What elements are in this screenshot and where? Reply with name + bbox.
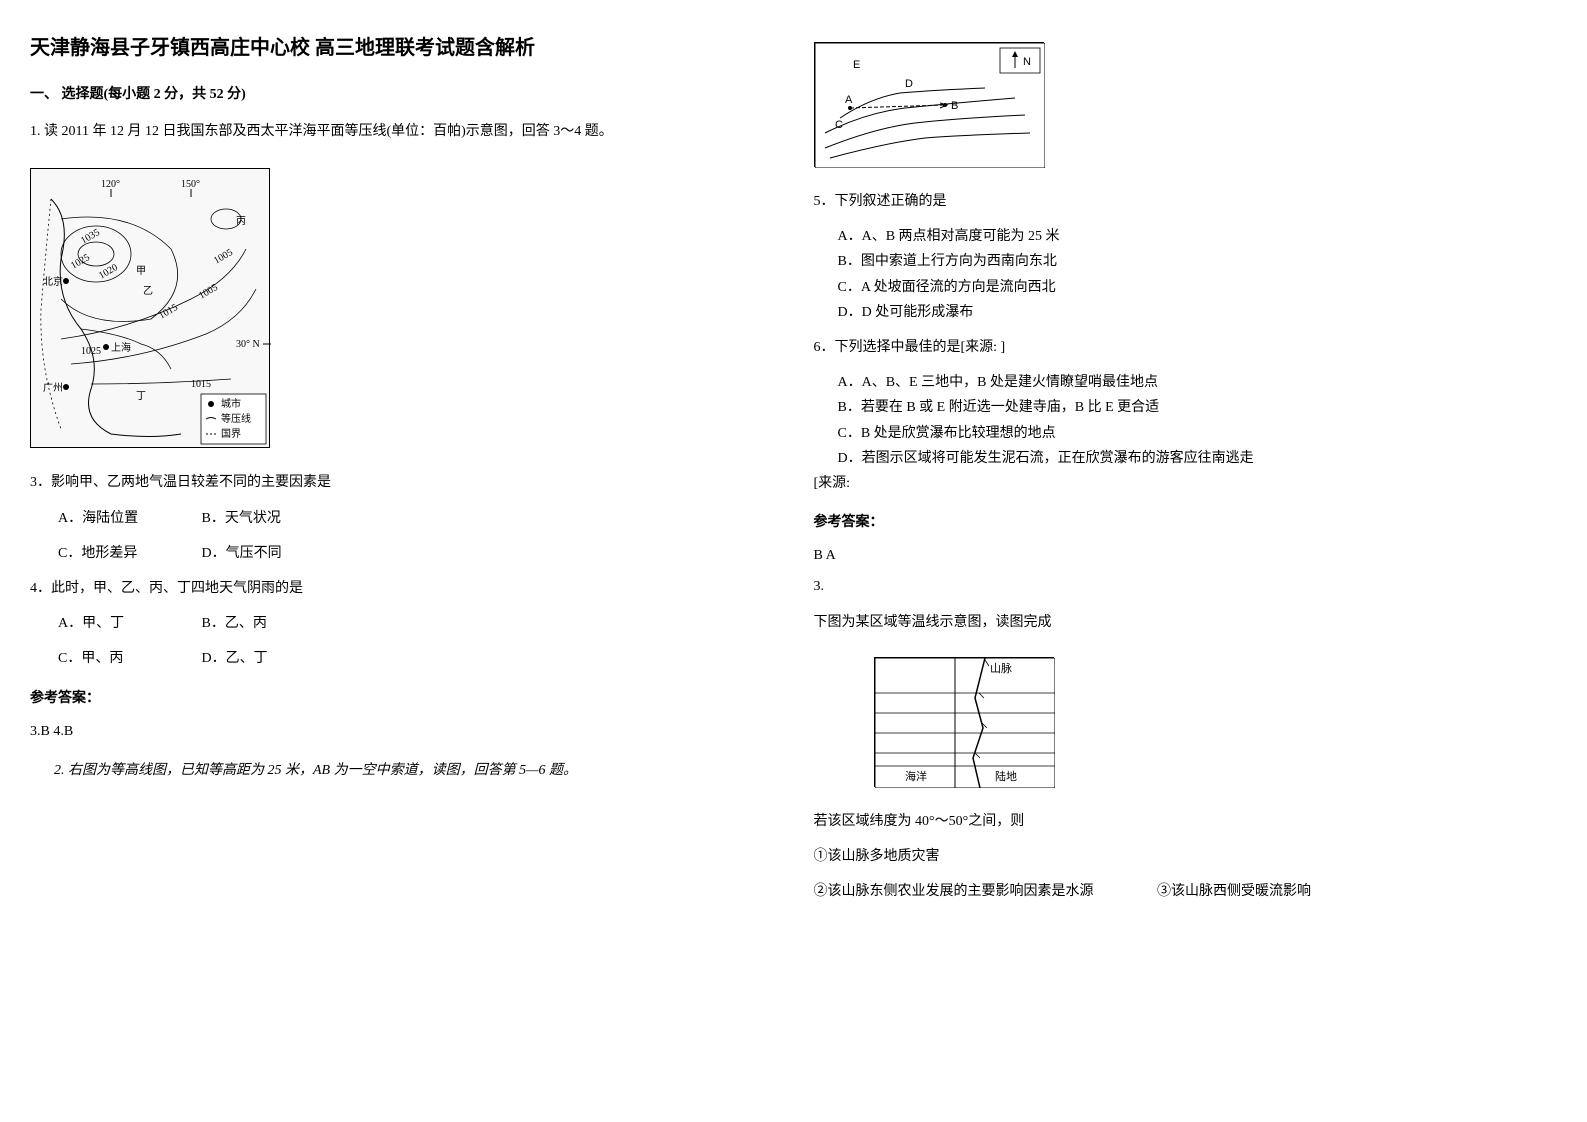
q4-opt-b: B．乙、丙 bbox=[202, 611, 342, 636]
svg-text:乙: 乙 bbox=[143, 285, 153, 297]
svg-text:1020: 1020 bbox=[97, 262, 120, 282]
svg-text:C: C bbox=[835, 119, 843, 131]
svg-text:丁: 丁 bbox=[136, 391, 146, 402]
svg-text:E: E bbox=[853, 59, 860, 71]
svg-text:150°: 150° bbox=[181, 179, 200, 190]
answer-56: B A bbox=[814, 543, 1558, 568]
figure-isotherm-map: 山脉 海洋 陆地 bbox=[874, 657, 1054, 787]
svg-text:海洋: 海洋 bbox=[905, 769, 927, 783]
left-column: 天津静海县子牙镇西高庄中心校 高三地理联考试题含解析 一、 选择题(每小题 2 … bbox=[30, 30, 774, 914]
q3b-stem: 下图为某区域等温线示意图，读图完成 bbox=[814, 610, 1558, 635]
svg-text:北京: 北京 bbox=[43, 275, 63, 288]
q3-opt-b: B．天气状况 bbox=[202, 506, 342, 531]
q5-opt-a: A．A、B 两点相对高度可能为 25 米 bbox=[814, 224, 1558, 249]
svg-text:甲: 甲 bbox=[136, 266, 146, 277]
q3-stem: 3．影响甲、乙两地气温日较差不同的主要因素是 bbox=[30, 470, 774, 495]
q3b-num: 3. bbox=[814, 574, 1558, 599]
exam-title: 天津静海县子牙镇西高庄中心校 高三地理联考试题含解析 bbox=[30, 30, 774, 66]
svg-text:1005: 1005 bbox=[197, 282, 220, 302]
figure-contour-map: N A B C D E bbox=[814, 42, 1044, 167]
q4-opt-c: C．甲、丙 bbox=[58, 646, 198, 671]
svg-text:30° N: 30° N bbox=[236, 339, 260, 350]
q3-opt-a: A．海陆位置 bbox=[58, 506, 198, 531]
q6-opt-b: B．若要在 B 或 E 附近选一处建寺庙，B 比 E 更合适 bbox=[814, 395, 1558, 420]
svg-text:N: N bbox=[1023, 56, 1031, 68]
q3b-s1: ①该山脉多地质灾害 bbox=[814, 844, 1558, 869]
svg-text:1015: 1015 bbox=[191, 379, 211, 390]
svg-text:1015: 1015 bbox=[157, 302, 180, 322]
q4-opt-d: D．乙、丁 bbox=[202, 646, 342, 671]
q4-stem: 4．此时，甲、乙、丙、丁四地天气阴雨的是 bbox=[30, 576, 774, 601]
svg-text:等压线: 等压线 bbox=[221, 412, 251, 425]
svg-text:1005: 1005 bbox=[212, 247, 235, 267]
q3-opt-c: C．地形差异 bbox=[58, 541, 198, 566]
answer-label-2: 参考答案： bbox=[814, 510, 1558, 535]
q6-stem: 6．下列选择中最佳的是[来源: ] bbox=[814, 335, 1558, 360]
q5-opt-d: D．D 处可能形成瀑布 bbox=[814, 300, 1558, 325]
q6-opt-c: C．B 处是欣赏瀑布比较理想的地点 bbox=[814, 421, 1558, 446]
q5-opt-c: C．A 处坡面径流的方向是流向西北 bbox=[814, 275, 1558, 300]
svg-text:陆地: 陆地 bbox=[995, 769, 1017, 783]
svg-text:广州: 广州 bbox=[43, 382, 63, 394]
source-note: [来源: bbox=[814, 471, 1558, 496]
svg-text:D: D bbox=[905, 78, 913, 90]
q4-opt-a: A．甲、丁 bbox=[58, 611, 198, 636]
svg-text:120°: 120° bbox=[101, 179, 120, 190]
q3b-cond: 若该区域纬度为 40°～50°之间，则 bbox=[814, 809, 1558, 834]
q6-opt-a: A．A、B、E 三地中，B 处是建火情瞭望哨最佳地点 bbox=[814, 370, 1558, 395]
svg-text:国界: 国界 bbox=[221, 428, 241, 440]
q3b-s2: ②该山脉东侧农业发展的主要影响因素是水源 bbox=[814, 879, 1154, 904]
right-column: N A B C D E 5．下列叙述正确的是 A．A、B 两点相对高度可能为 2 bbox=[814, 30, 1558, 914]
q3b-s3: ③该山脉西侧受暖流影响 bbox=[1157, 884, 1311, 899]
svg-text:1035: 1035 bbox=[79, 227, 102, 247]
q5-opt-b: B．图中索道上行方向为西南向东北 bbox=[814, 249, 1558, 274]
q1-stem: 1. 读 2011 年 12 月 12 日我国东部及西太平洋海平面等压线(单位：… bbox=[30, 119, 774, 144]
answer-34: 3.B 4.B bbox=[30, 719, 774, 744]
svg-text:城市: 城市 bbox=[221, 397, 241, 410]
svg-text:1025: 1025 bbox=[69, 252, 92, 272]
q3-opt-d: D．气压不同 bbox=[202, 541, 342, 566]
answer-label-1: 参考答案： bbox=[30, 686, 774, 711]
q6-opt-d: D．若图示区域将可能发生泥石流，正在欣赏瀑布的游客应往南逃走 bbox=[814, 446, 1558, 471]
svg-text:上海: 上海 bbox=[111, 341, 131, 354]
svg-text:山脉: 山脉 bbox=[990, 661, 1012, 675]
svg-text:1025: 1025 bbox=[81, 346, 101, 357]
svg-text:A: A bbox=[845, 94, 853, 106]
section-1-header: 一、 选择题(每小题 2 分，共 52 分) bbox=[30, 82, 774, 107]
svg-text:丙: 丙 bbox=[236, 216, 246, 227]
svg-text:B: B bbox=[951, 100, 958, 112]
figure-isobar-map: 120° 150° 30° N 1035 1025 1020 1015 1005 bbox=[30, 168, 270, 448]
q5-stem: 5．下列叙述正确的是 bbox=[814, 189, 1558, 214]
q2-stem: 2. 右图为等高线图，已知等高距为 25 米，AB 为一空中索道，读图，回答第 … bbox=[30, 758, 774, 783]
